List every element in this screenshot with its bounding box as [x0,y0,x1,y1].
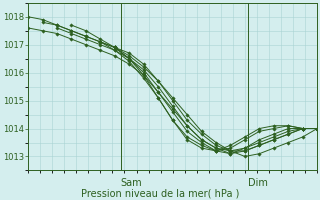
Text: Pression niveau de la mer( hPa ): Pression niveau de la mer( hPa ) [81,188,239,198]
Text: Sam: Sam [121,178,142,188]
Text: Dim: Dim [248,178,268,188]
